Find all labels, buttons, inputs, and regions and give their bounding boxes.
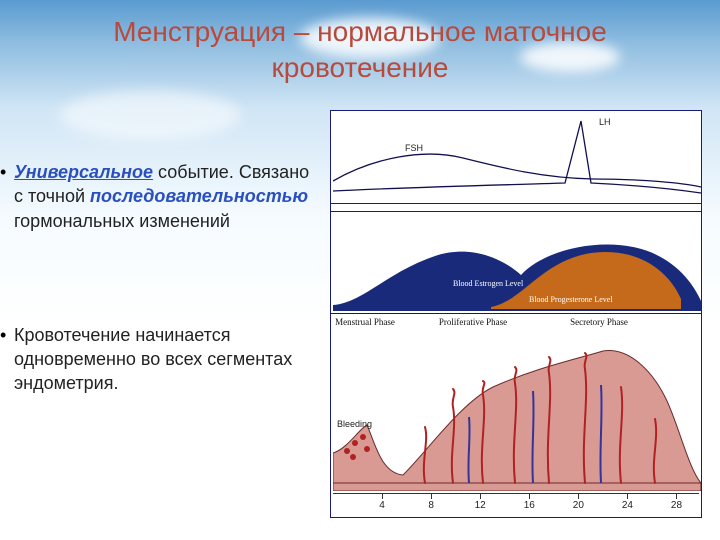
progesterone-label: Blood Progesterone Level <box>529 295 613 304</box>
title-line-1: Менструация – нормальное маточное <box>113 16 607 47</box>
hormone-curve-panel: FSH LH <box>333 113 699 201</box>
bloodlevel-svg <box>333 221 701 311</box>
estrogen-label: Blood Estrogen Level <box>453 279 523 288</box>
blood-level-panel: Blood Estrogen Level Blood Progesterone … <box>333 221 699 311</box>
tick-label-8: 8 <box>428 500 434 511</box>
phase-secretory: Secretory Phase <box>549 317 649 327</box>
bullet-1: Универсальное событие. Связано с точной … <box>0 160 320 233</box>
separator-2 <box>331 313 701 314</box>
separator-1 <box>331 203 701 204</box>
fsh-curve <box>333 154 701 187</box>
lh-label: LH <box>599 117 611 127</box>
cycle-diagram: FSH LH Blood Estrogen Level Blood Proges… <box>330 110 702 518</box>
tick-label-12: 12 <box>475 500 486 511</box>
b1-a: Универсальное <box>14 162 153 182</box>
lh-curve <box>333 121 701 193</box>
tick-24 <box>627 494 628 499</box>
day-axis: 4 8 12 16 20 24 28 <box>333 493 699 515</box>
tick-8 <box>431 494 432 499</box>
b1-d: гормональных изменений <box>14 211 230 231</box>
tick-4 <box>382 494 383 499</box>
phase-label-panel: Menstrual Phase Proliferative Phase Secr… <box>333 317 699 339</box>
title-line-2: кровотечение <box>272 52 449 83</box>
page-title: Менструация – нормальное маточное кровот… <box>0 14 720 87</box>
tick-label-20: 20 <box>573 500 584 511</box>
endometrium-panel: Bleeding <box>333 341 699 491</box>
tick-label-28: 28 <box>671 500 682 511</box>
tick-label-4: 4 <box>379 500 385 511</box>
bleeding-label: Bleeding <box>337 419 372 429</box>
tick-12 <box>480 494 481 499</box>
hormone-svg <box>333 113 701 201</box>
tick-label-16: 16 <box>524 500 535 511</box>
separator-1b <box>331 211 701 212</box>
phase-proliferative: Proliferative Phase <box>423 317 523 327</box>
tick-20 <box>578 494 579 499</box>
tick-label-24: 24 <box>622 500 633 511</box>
b1-c: последовательностью <box>90 186 308 206</box>
phase-menstrual: Menstrual Phase <box>315 317 415 327</box>
bullet-2: Кровотечение начинается одновременно во … <box>0 323 320 396</box>
bullet-list: Универсальное событие. Связано с точной … <box>0 160 320 486</box>
tick-28 <box>676 494 677 499</box>
fsh-label: FSH <box>405 143 423 153</box>
tick-16 <box>529 494 530 499</box>
endometrium-svg <box>333 341 701 491</box>
